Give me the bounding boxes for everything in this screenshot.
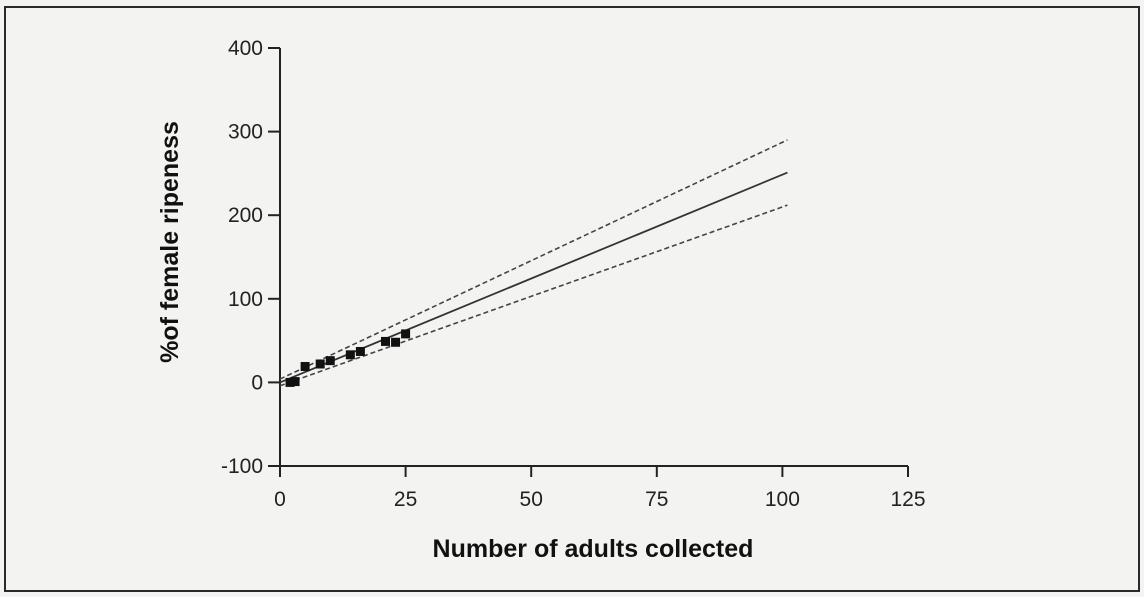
x-tick-label: 75	[645, 488, 668, 511]
x-tick-label: 100	[765, 488, 800, 511]
data-point	[325, 356, 335, 366]
upper-confidence-line	[279, 139, 788, 380]
data-point	[381, 336, 391, 346]
data-point	[391, 337, 401, 347]
data-point	[355, 346, 365, 356]
x-axis-title: Number of adults collected	[433, 535, 754, 563]
y-tick-label: 100	[228, 288, 263, 311]
y-tick-label: 200	[228, 204, 263, 227]
y-tick-label: -100	[221, 455, 263, 478]
y-tick-label: 400	[228, 37, 263, 60]
x-tick-label: 25	[394, 488, 417, 511]
lower-confidence-line	[279, 204, 788, 387]
x-tick-label: 0	[274, 488, 286, 511]
y-tick-label: 300	[228, 121, 263, 144]
y-axis-title: %of female ripeness	[156, 121, 184, 363]
data-point	[290, 377, 300, 387]
x-tick-label: 125	[890, 488, 925, 511]
y-tick-label: 0	[251, 371, 263, 394]
data-point	[315, 359, 325, 369]
data-point	[345, 350, 355, 360]
data-points	[285, 329, 411, 387]
x-tick-label: 50	[520, 488, 543, 511]
figure-border	[4, 6, 1140, 592]
axes	[268, 47, 909, 477]
data-point	[401, 329, 411, 339]
tick-labels: -100 0 100 200 300 400 0 25 50 75 100 125	[221, 37, 926, 511]
data-point	[285, 377, 295, 387]
data-point	[300, 362, 310, 372]
